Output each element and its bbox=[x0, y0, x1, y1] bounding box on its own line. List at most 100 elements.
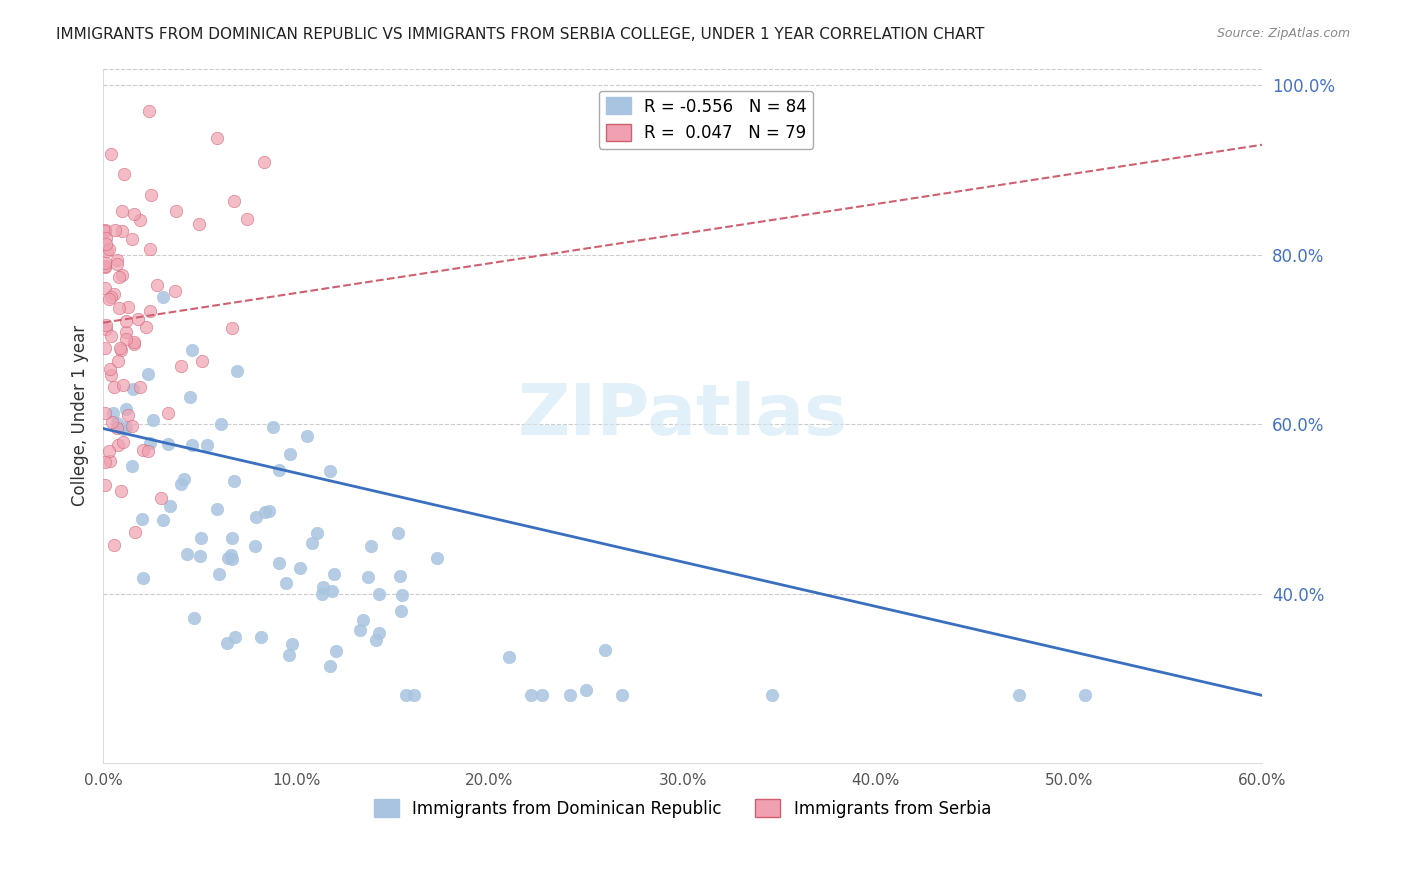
Point bbox=[112, 378, 135, 392]
Point bbox=[349, 624, 371, 638]
Point bbox=[207, 502, 229, 516]
Point bbox=[108, 341, 131, 355]
Point bbox=[110, 483, 132, 498]
Point bbox=[100, 147, 122, 161]
Point bbox=[152, 290, 174, 304]
Point bbox=[105, 253, 128, 268]
Point bbox=[94, 477, 117, 491]
Point bbox=[111, 204, 134, 219]
Point bbox=[128, 380, 150, 394]
Point bbox=[217, 636, 239, 650]
Point bbox=[94, 236, 117, 251]
Text: ZIPatlas: ZIPatlas bbox=[517, 381, 848, 450]
Point bbox=[267, 463, 290, 477]
Point bbox=[426, 551, 449, 566]
Point bbox=[112, 422, 135, 436]
Point bbox=[101, 407, 124, 421]
Point bbox=[105, 421, 128, 435]
Point bbox=[610, 689, 633, 703]
Point bbox=[159, 499, 181, 513]
Point bbox=[94, 222, 117, 236]
Point bbox=[593, 643, 616, 657]
Point bbox=[165, 284, 187, 298]
Point bbox=[124, 334, 146, 349]
Point bbox=[288, 561, 311, 575]
Point bbox=[209, 417, 232, 431]
Point bbox=[114, 420, 136, 434]
Point bbox=[105, 416, 128, 430]
Point bbox=[325, 644, 347, 658]
Point bbox=[124, 524, 146, 539]
Point bbox=[389, 603, 412, 617]
Point bbox=[139, 188, 162, 202]
Point bbox=[131, 512, 153, 526]
Point bbox=[520, 689, 543, 703]
Point bbox=[224, 630, 246, 644]
Point bbox=[253, 155, 276, 169]
Point bbox=[122, 206, 145, 220]
Point bbox=[253, 505, 276, 519]
Point bbox=[173, 472, 195, 486]
Point bbox=[103, 380, 125, 394]
Point bbox=[262, 420, 284, 434]
Point bbox=[761, 689, 783, 703]
Point bbox=[94, 318, 117, 332]
Point bbox=[152, 513, 174, 527]
Point bbox=[312, 580, 335, 594]
Point bbox=[190, 531, 212, 545]
Point bbox=[94, 341, 117, 355]
Point bbox=[96, 322, 118, 336]
Point bbox=[122, 336, 145, 351]
Point bbox=[352, 613, 374, 627]
Point bbox=[221, 531, 243, 545]
Point bbox=[121, 418, 143, 433]
Point bbox=[94, 224, 117, 238]
Point bbox=[136, 367, 159, 381]
Point bbox=[150, 491, 173, 506]
Point bbox=[179, 390, 201, 404]
Point bbox=[114, 332, 136, 346]
Point bbox=[98, 454, 121, 468]
Point bbox=[558, 689, 581, 703]
Point bbox=[387, 526, 409, 541]
Point bbox=[274, 575, 297, 590]
Point bbox=[112, 167, 135, 181]
Point bbox=[217, 550, 239, 565]
Point bbox=[98, 292, 121, 306]
Point bbox=[183, 611, 205, 625]
Point bbox=[368, 626, 391, 640]
Point bbox=[219, 548, 242, 562]
Point bbox=[132, 571, 155, 585]
Point bbox=[297, 429, 319, 443]
Point bbox=[94, 259, 117, 273]
Point bbox=[122, 382, 145, 396]
Point bbox=[136, 443, 159, 458]
Point bbox=[207, 566, 229, 581]
Y-axis label: College, Under 1 year: College, Under 1 year bbox=[72, 326, 89, 507]
Point bbox=[575, 683, 598, 698]
Point bbox=[121, 232, 143, 246]
Point bbox=[111, 224, 134, 238]
Point bbox=[100, 329, 122, 343]
Point bbox=[180, 343, 202, 357]
Point bbox=[357, 570, 380, 584]
Point bbox=[323, 566, 346, 581]
Point bbox=[146, 277, 169, 292]
Point bbox=[142, 412, 165, 426]
Point bbox=[104, 223, 127, 237]
Point bbox=[138, 103, 160, 118]
Point bbox=[243, 539, 266, 553]
Point bbox=[108, 269, 131, 284]
Point bbox=[117, 300, 139, 314]
Point bbox=[110, 343, 132, 357]
Point bbox=[103, 286, 125, 301]
Point bbox=[389, 569, 412, 583]
Point bbox=[311, 587, 333, 601]
Point bbox=[94, 260, 117, 274]
Point bbox=[107, 354, 129, 368]
Point bbox=[100, 290, 122, 304]
Point bbox=[190, 549, 212, 563]
Legend: Immigrants from Dominican Republic, Immigrants from Serbia: Immigrants from Dominican Republic, Immi… bbox=[367, 793, 998, 824]
Point bbox=[1008, 689, 1031, 703]
Point bbox=[105, 257, 128, 271]
